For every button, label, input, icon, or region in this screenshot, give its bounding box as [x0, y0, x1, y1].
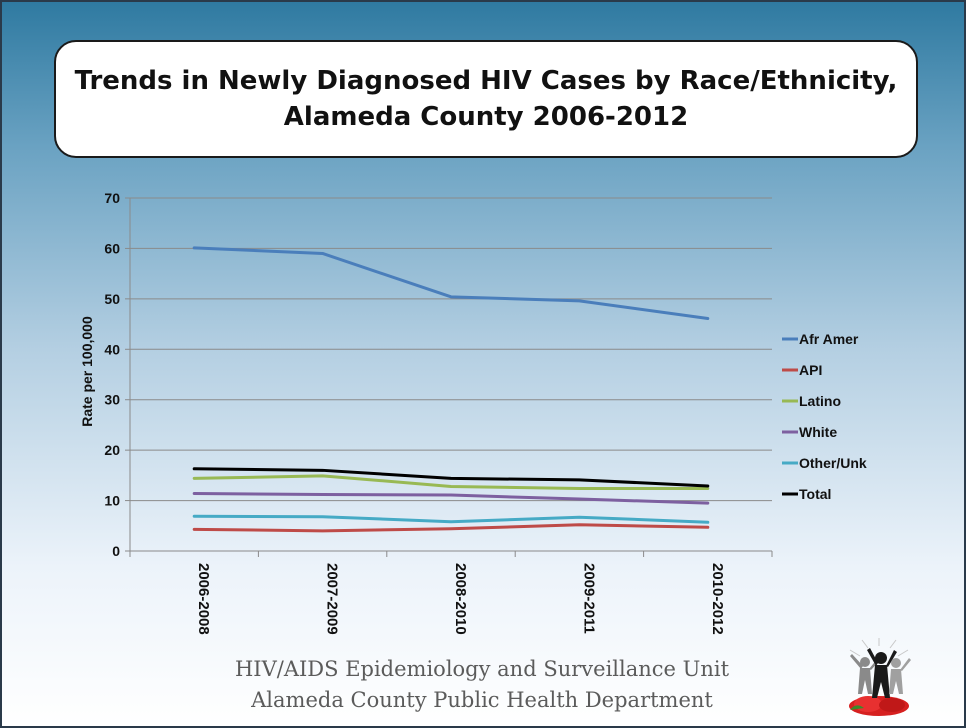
legend-label: API: [799, 362, 822, 378]
chart-title-line-2: Alameda County 2006-2012: [283, 102, 689, 132]
x-tick-label: 2008-2010: [452, 563, 469, 635]
x-tick-label: 2006-2008: [195, 563, 212, 635]
legend-label: Total: [799, 486, 831, 502]
x-tick-label: 2010-2012: [709, 563, 726, 635]
footer-department-name: Alameda County Public Health Department: [251, 688, 713, 712]
y-axis-label: Rate per 100,000: [79, 316, 95, 427]
series-line-other-unk: [192, 514, 710, 524]
footer-unit-name: HIV/AIDS Epidemiology and Surveillance U…: [234, 657, 730, 681]
series-line-latino: [192, 474, 710, 490]
y-tick-label: 20: [104, 442, 120, 458]
chart-title-line-1: Trends in Newly Diagnosed HIV Cases by R…: [74, 66, 898, 96]
series-line-white: [192, 492, 710, 505]
legend-label: Latino: [799, 393, 841, 409]
series-line-api: [192, 523, 710, 533]
y-tick-label: 70: [104, 190, 120, 206]
y-tick-label: 60: [104, 240, 120, 256]
y-tick-label: 50: [104, 291, 120, 307]
y-tick-label: 30: [104, 392, 120, 408]
legend-label: Afr Amer: [799, 331, 859, 347]
x-tick-label: 2009-2011: [580, 563, 597, 634]
legend-label: White: [799, 424, 837, 440]
title-box: Trends in Newly Diagnosed HIV Cases by R…: [54, 40, 918, 158]
y-tick-label: 40: [104, 341, 120, 357]
legend-label: Other/Unk: [799, 455, 867, 471]
y-tick-label: 10: [104, 493, 120, 509]
series-line-total: [192, 467, 710, 488]
y-tick-label: 0: [112, 543, 120, 559]
people-celebrating-logo: [849, 638, 911, 716]
series-line-afr-amer: [192, 246, 710, 321]
x-tick-label: 2007-2009: [324, 563, 341, 635]
